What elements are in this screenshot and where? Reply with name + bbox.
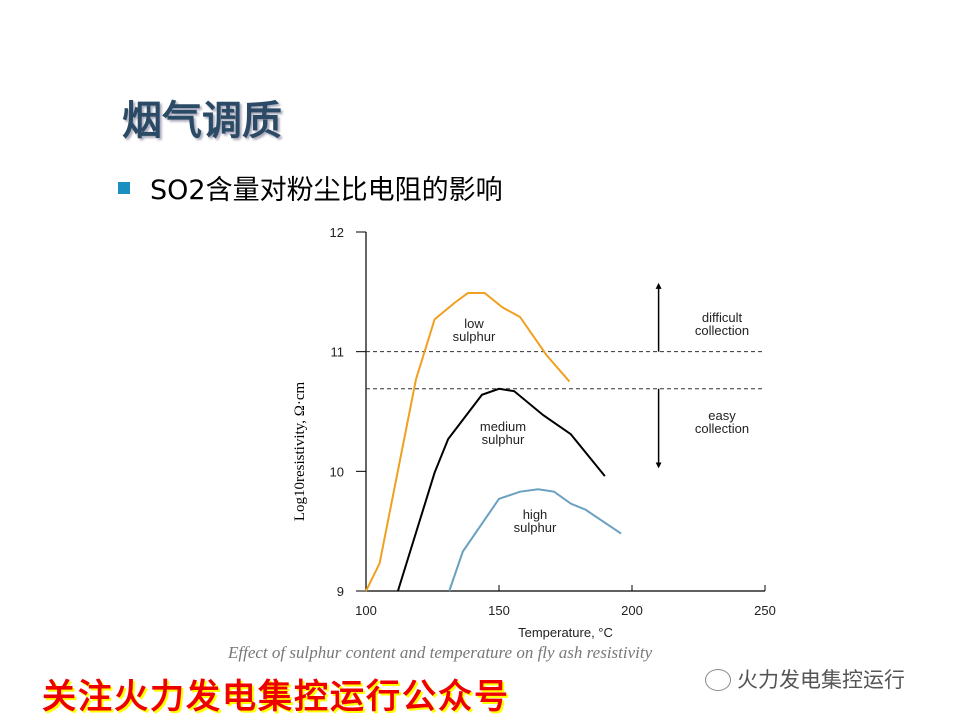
series-line-medium-sulphur bbox=[396, 387, 606, 592]
watermark-text: 火力发电集控运行 bbox=[737, 668, 905, 692]
bullet-item: SO2含量对粉尘比电阻的影响 bbox=[118, 168, 503, 207]
x-axis-label: Temperature, °C bbox=[518, 625, 613, 640]
y-tick-label: 9 bbox=[337, 584, 344, 599]
y-tick-label: 12 bbox=[330, 225, 344, 240]
series-line-high-sulphur bbox=[448, 488, 622, 592]
series-line-low-sulphur bbox=[365, 292, 571, 592]
figure-caption: Effect of sulphur content and temperatur… bbox=[228, 643, 653, 662]
series-label: sulphur bbox=[514, 520, 557, 535]
x-tick-label: 200 bbox=[621, 603, 643, 618]
annotation-difficult: difficult bbox=[702, 310, 743, 325]
y-axis-label: Log10resistivity, Ω·cm bbox=[292, 382, 308, 522]
square-bullet-icon bbox=[118, 181, 130, 194]
x-tick-label: 150 bbox=[488, 603, 510, 618]
slide-title: 烟气调质 bbox=[122, 98, 282, 144]
bullet-text: SO2含量对粉尘比电阻的影响 bbox=[150, 175, 503, 206]
annotation-collection: collection bbox=[695, 421, 749, 436]
annotation-easy: easy bbox=[708, 408, 736, 423]
y-tick-label: 11 bbox=[331, 345, 345, 360]
series-label: low bbox=[464, 316, 484, 331]
x-tick-label: 100 bbox=[355, 603, 377, 618]
watermark: 火力发电集控运行 bbox=[705, 668, 905, 692]
promo-banner: 关注火力发电集控运行公众号 bbox=[42, 677, 510, 717]
annotation-collection: collection bbox=[695, 323, 749, 338]
series-label: medium bbox=[480, 419, 526, 434]
series-label: sulphur bbox=[482, 432, 525, 447]
series-label: sulphur bbox=[453, 329, 496, 344]
y-tick-label: 10 bbox=[330, 464, 344, 479]
wechat-icon bbox=[705, 669, 731, 691]
series-label: high bbox=[523, 507, 548, 522]
x-tick-label: 250 bbox=[754, 603, 776, 618]
